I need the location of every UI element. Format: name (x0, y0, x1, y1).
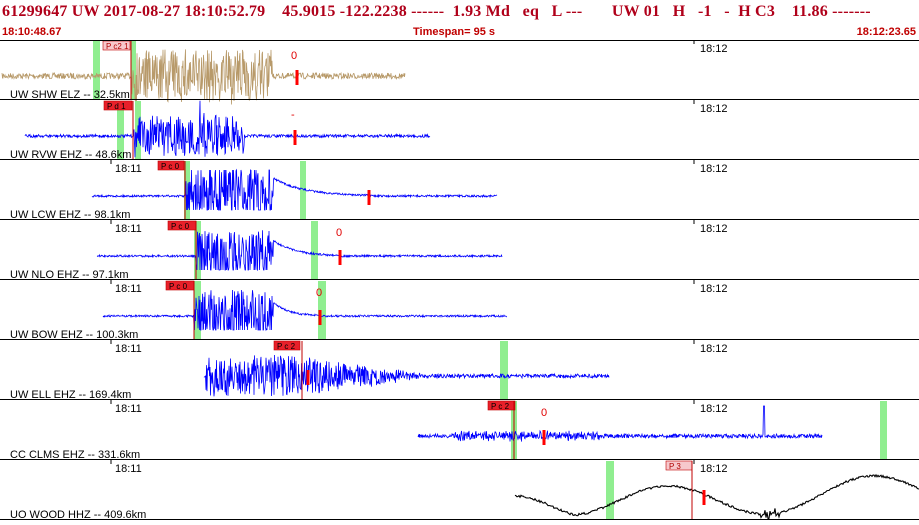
coda-marker-label: 0 (541, 407, 547, 419)
trace-row[interactable]: 18:11 18:12 P c 0 UW LCW EHZ -- 98.1km (0, 160, 919, 221)
station-label: UW NLO EHZ -- 97.1km (10, 269, 129, 281)
start-time: 18:10:48.67 (2, 26, 62, 38)
time-tick-label: 18:11 (115, 463, 142, 475)
seismogram-panel[interactable]: 18:12 P c2 1 0 UW SHW ELZ -- 32.5km 18:12 P d… (0, 40, 919, 521)
phase-pick-box[interactable] (273, 340, 301, 351)
time-tick-label: 18:11 (115, 403, 142, 415)
waveform-trace (96, 230, 503, 272)
coda-marker[interactable] (367, 190, 371, 205)
trace-row[interactable]: 18:11 18:12 P c 0 0 UW BOW EHZ -- 100.3km (0, 280, 919, 341)
analysis-window (117, 101, 124, 160)
phase-pick-label: P c 0 (169, 282, 188, 291)
coda-marker-label: 0 (336, 227, 342, 239)
coda-marker-label: 0 (291, 50, 297, 62)
trace-row[interactable]: 18:11 18:12 P c 2 UW ELL EHZ -- 169.4km (0, 340, 919, 401)
time-tick-label: 18:12 (700, 43, 728, 55)
waveform-trace (203, 354, 610, 397)
analysis-window (184, 161, 190, 220)
phase-pick-box[interactable] (487, 400, 516, 411)
coda-marker[interactable] (542, 430, 546, 445)
coda-marker[interactable] (318, 310, 322, 325)
end-time: 18:12:23.65 (856, 26, 916, 38)
analysis-window (300, 161, 306, 220)
phase-pick-label: P c2 1 (106, 42, 129, 51)
station-label: UW SHW ELZ -- 32.5km (10, 89, 130, 101)
trace-row[interactable]: 18:12 P c2 1 0 UW SHW ELZ -- 32.5km (0, 40, 919, 105)
station-label: UO WOOD HHZ -- 409.6km (10, 509, 146, 520)
station-label: UW LCW EHZ -- 98.1km (10, 209, 130, 221)
waveform-trace (514, 473, 919, 520)
analysis-window (93, 41, 100, 100)
event-summary-title: 61299647 UW 2017-08-27 18:10:52.79 45.90… (2, 3, 871, 20)
time-tick-label: 18:12 (700, 283, 728, 295)
time-tick-label: 18:11 (115, 283, 142, 295)
phase-pick-label: P c 2 (491, 402, 510, 411)
analysis-window (311, 221, 318, 280)
phase-pick-label: P 3 (669, 462, 681, 471)
trace-row[interactable]: 18:11 18:12 P c 2 0 CC CLMS EHZ -- 331.6km (0, 400, 919, 461)
station-label: UW ELL EHZ -- 169.4km (10, 389, 131, 401)
coda-marker[interactable] (702, 490, 706, 505)
waveform-trace (417, 405, 823, 442)
analysis-window (318, 281, 326, 340)
coda-marker-label: - (291, 109, 295, 121)
waveform-trace (1, 49, 406, 105)
analysis-window (131, 41, 136, 100)
coda-marker[interactable] (306, 370, 310, 385)
time-tick-label: 18:12 (700, 463, 728, 475)
coda-marker[interactable] (338, 250, 342, 265)
time-tick-label: 18:11 (115, 343, 142, 355)
time-tick-label: 18:11 (115, 163, 142, 175)
waveform-trace (91, 168, 498, 211)
coda-marker-label: 0 (316, 287, 322, 299)
coda-marker[interactable] (295, 70, 299, 85)
time-tick-label: 18:12 (700, 403, 728, 415)
time-tick-label: 18:11 (115, 223, 142, 235)
timespan-label: Timespan= 95 s (413, 26, 496, 38)
time-tick-label: 18:12 (700, 343, 728, 355)
coda-marker[interactable] (293, 130, 297, 145)
station-label: CC CLMS EHZ -- 331.6km (10, 449, 140, 461)
station-label: UW BOW EHZ -- 100.3km (10, 329, 138, 341)
time-tick-label: 18:12 (700, 103, 728, 115)
phase-pick-label: P c 2 (277, 342, 296, 351)
analysis-window (880, 401, 887, 460)
phase-pick-label: P d 1 (107, 102, 126, 111)
analysis-window (500, 341, 508, 400)
phase-pick-box[interactable] (103, 100, 133, 111)
waveform-trace (102, 289, 508, 332)
analysis-window (606, 461, 614, 520)
time-tick-label: 18:12 (700, 223, 728, 235)
header-bar: 61299647 UW 2017-08-27 18:10:52.79 45.90… (0, 0, 919, 40)
station-label: UW RVW EHZ -- 48.6km (10, 149, 131, 161)
trace-row[interactable]: 18:11 18:12 P 3 UO WOOD HHZ -- 409.6km (0, 460, 919, 521)
time-tick-label: 18:12 (700, 163, 728, 175)
phase-pick-box[interactable] (157, 160, 185, 171)
trace-row[interactable]: 18:12 P d 1 - UW RVW EHZ -- 48.6km (0, 100, 919, 161)
waveform-trace (24, 100, 431, 158)
phase-pick-label: P c 0 (171, 222, 190, 231)
trace-row[interactable]: 18:11 18:12 P c 0 0 UW NLO EHZ -- 97.1km (0, 220, 919, 281)
phase-pick-label: P c 0 (161, 162, 180, 171)
